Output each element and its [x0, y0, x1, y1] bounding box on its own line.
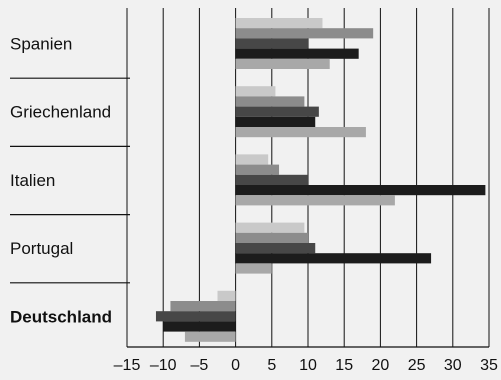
- bar-1-5: [235, 58, 330, 69]
- bar-4-4: [235, 253, 432, 264]
- bar-2-2: [235, 96, 305, 107]
- bar-2-1: [235, 86, 276, 97]
- x-tick-label-6: 15: [335, 357, 353, 374]
- bar-4-5: [235, 263, 272, 274]
- x-tick-label-5: 10: [299, 357, 317, 374]
- x-tick-label-8: 25: [408, 357, 426, 374]
- category-separators: [10, 77, 130, 284]
- x-tick-label-3: 0: [231, 357, 240, 374]
- category-label-1: Spanien: [10, 35, 72, 54]
- category-label-2: Griechenland: [10, 103, 111, 122]
- bar-2-4: [235, 116, 316, 127]
- category-label-4: Portugal: [10, 239, 73, 258]
- category-labels: Spanien Griechenland Italien Portugal Deutsc…: [10, 35, 112, 327]
- bar-1-3: [235, 38, 308, 49]
- x-tick-label-1: –10: [150, 357, 177, 374]
- x-tick-label-2: –5: [191, 357, 209, 374]
- x-tick-labels: –15 –10 –5 0 5 10 15 20 25 30 35: [114, 357, 498, 374]
- bar-1-4: [235, 48, 359, 59]
- bar-3-3: [235, 174, 308, 185]
- x-tick-label-10: 35: [480, 357, 498, 374]
- bar-1-1: [235, 18, 323, 29]
- bar-3-4: [235, 185, 486, 196]
- bar-5-1: [217, 290, 236, 301]
- category-label-3: Italien: [10, 171, 55, 190]
- bar-5-2: [170, 301, 236, 312]
- bar-3-5: [235, 195, 395, 206]
- x-tick-label-7: 20: [372, 357, 390, 374]
- bar-2-3: [235, 106, 319, 117]
- x-tick-label-0: –15: [114, 357, 141, 374]
- category-label-5: Deutschland: [10, 307, 112, 326]
- bar-5-5: [184, 331, 236, 342]
- x-tick-label-4: 5: [267, 357, 276, 374]
- x-tick-label-9: 30: [444, 357, 462, 374]
- bar-2-5: [235, 127, 366, 138]
- bar-5-4: [163, 321, 236, 332]
- bar-5-3: [155, 311, 236, 322]
- bars: [155, 18, 486, 342]
- bar-3-2: [235, 164, 280, 175]
- bar-4-1: [235, 222, 305, 233]
- bar-4-3: [235, 243, 316, 254]
- bar-1-2: [235, 28, 374, 39]
- bar-4-2: [235, 232, 308, 243]
- bar-3-1: [235, 154, 269, 165]
